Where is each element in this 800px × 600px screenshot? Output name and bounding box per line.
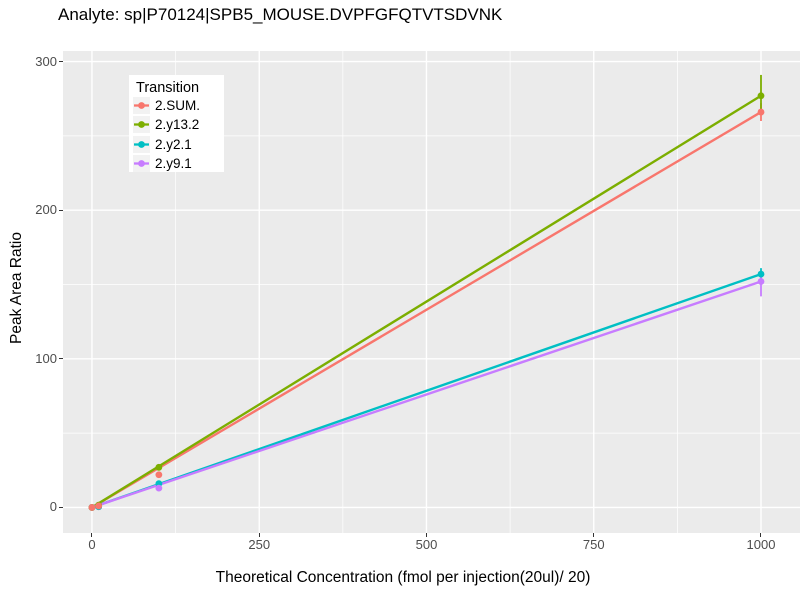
legend-item-label: 2.y9.1 [155, 156, 192, 172]
x-tick-label: 500 [415, 537, 438, 552]
legend-item-label: 2.y13.2 [155, 117, 200, 133]
x-tick-label: 250 [248, 537, 271, 552]
legend-item: 2.y13.2 [133, 116, 200, 134]
plot-canvas [63, 51, 800, 533]
x-tick-mark [425, 533, 427, 537]
legend-key-swatch [133, 116, 150, 134]
x-tick-mark [91, 533, 93, 537]
y-tick-label: 300 [35, 53, 57, 69]
x-tick-mark [593, 533, 595, 537]
x-tick-label: 1000 [746, 537, 776, 552]
legend-item-label: 2.y2.1 [155, 136, 192, 152]
y-tick-mark [59, 209, 63, 211]
legend-item: 2.y2.1 [133, 135, 192, 153]
legend-item-label: 2.SUM. [155, 98, 201, 113]
y-tick-label: 100 [35, 350, 57, 366]
y-tick-mark [59, 358, 63, 360]
legend-item: 2.SUM. [133, 97, 200, 114]
y-tick-mark [59, 506, 63, 508]
legend-key-swatch [133, 135, 150, 153]
chart-title: Analyte: sp|P70124|SPB5_MOUSE.DVPFGFQTVT… [58, 5, 503, 24]
x-axis-label: Theoretical Concentration (fmol per inje… [215, 569, 591, 586]
x-tick-mark [760, 533, 762, 537]
y-tick-label: 0 [49, 499, 57, 515]
legend: Transition 2.SUM. 2.y13.2 2.y2.1 2.y9.1 [129, 75, 224, 173]
y-tick-label: 200 [35, 202, 57, 218]
x-tick-label: 750 [582, 537, 605, 552]
legend-item: 2.y9.1 [133, 155, 192, 173]
x-tick-label: 0 [88, 537, 96, 552]
legend-key-swatch [133, 97, 150, 114]
legend-title: Transition [136, 80, 200, 96]
y-tick-mark [59, 61, 63, 63]
x-tick-mark [258, 533, 260, 537]
legend-key-swatch [133, 155, 150, 173]
